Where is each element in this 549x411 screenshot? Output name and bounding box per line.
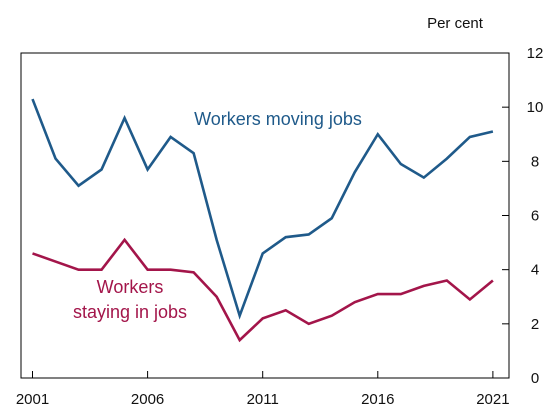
y-axis: 0 2 4 6 8 10 12 [502, 45, 543, 387]
series-line-staying-in-jobs [32, 237, 494, 343]
x-axis: 2001 2006 2011 2016 2021 [16, 371, 510, 408]
x-tick-label: 2011 [247, 391, 279, 408]
series-labels: Workers moving jobs Workers staying in job… [73, 109, 362, 322]
plot-area-border [20, 52, 510, 379]
plot-frame [20, 52, 510, 379]
y-tick-label: 6 [531, 208, 539, 225]
y-tick-label: 0 [531, 370, 539, 387]
y-tick-label: 8 [531, 153, 539, 170]
x-tick-label: 2001 [16, 391, 49, 408]
series-label-moving-jobs: Workers moving jobs [194, 109, 362, 129]
series-line-moving-jobs [31, 98, 494, 320]
y-tick-label: 4 [531, 262, 539, 279]
x-tick-label: 2021 [476, 391, 509, 408]
y-tick-label: 10 [527, 99, 544, 116]
x-tick-label: 2006 [131, 391, 164, 408]
series-lines [31, 98, 494, 343]
x-tick-label: 2016 [361, 391, 394, 408]
y-tick-label: 2 [531, 316, 539, 333]
series-label-staying-in-jobs: Workers staying in jobs [73, 277, 187, 322]
y-axis-unit-label: Per cent [427, 15, 484, 32]
y-tick-label: 12 [527, 45, 544, 62]
